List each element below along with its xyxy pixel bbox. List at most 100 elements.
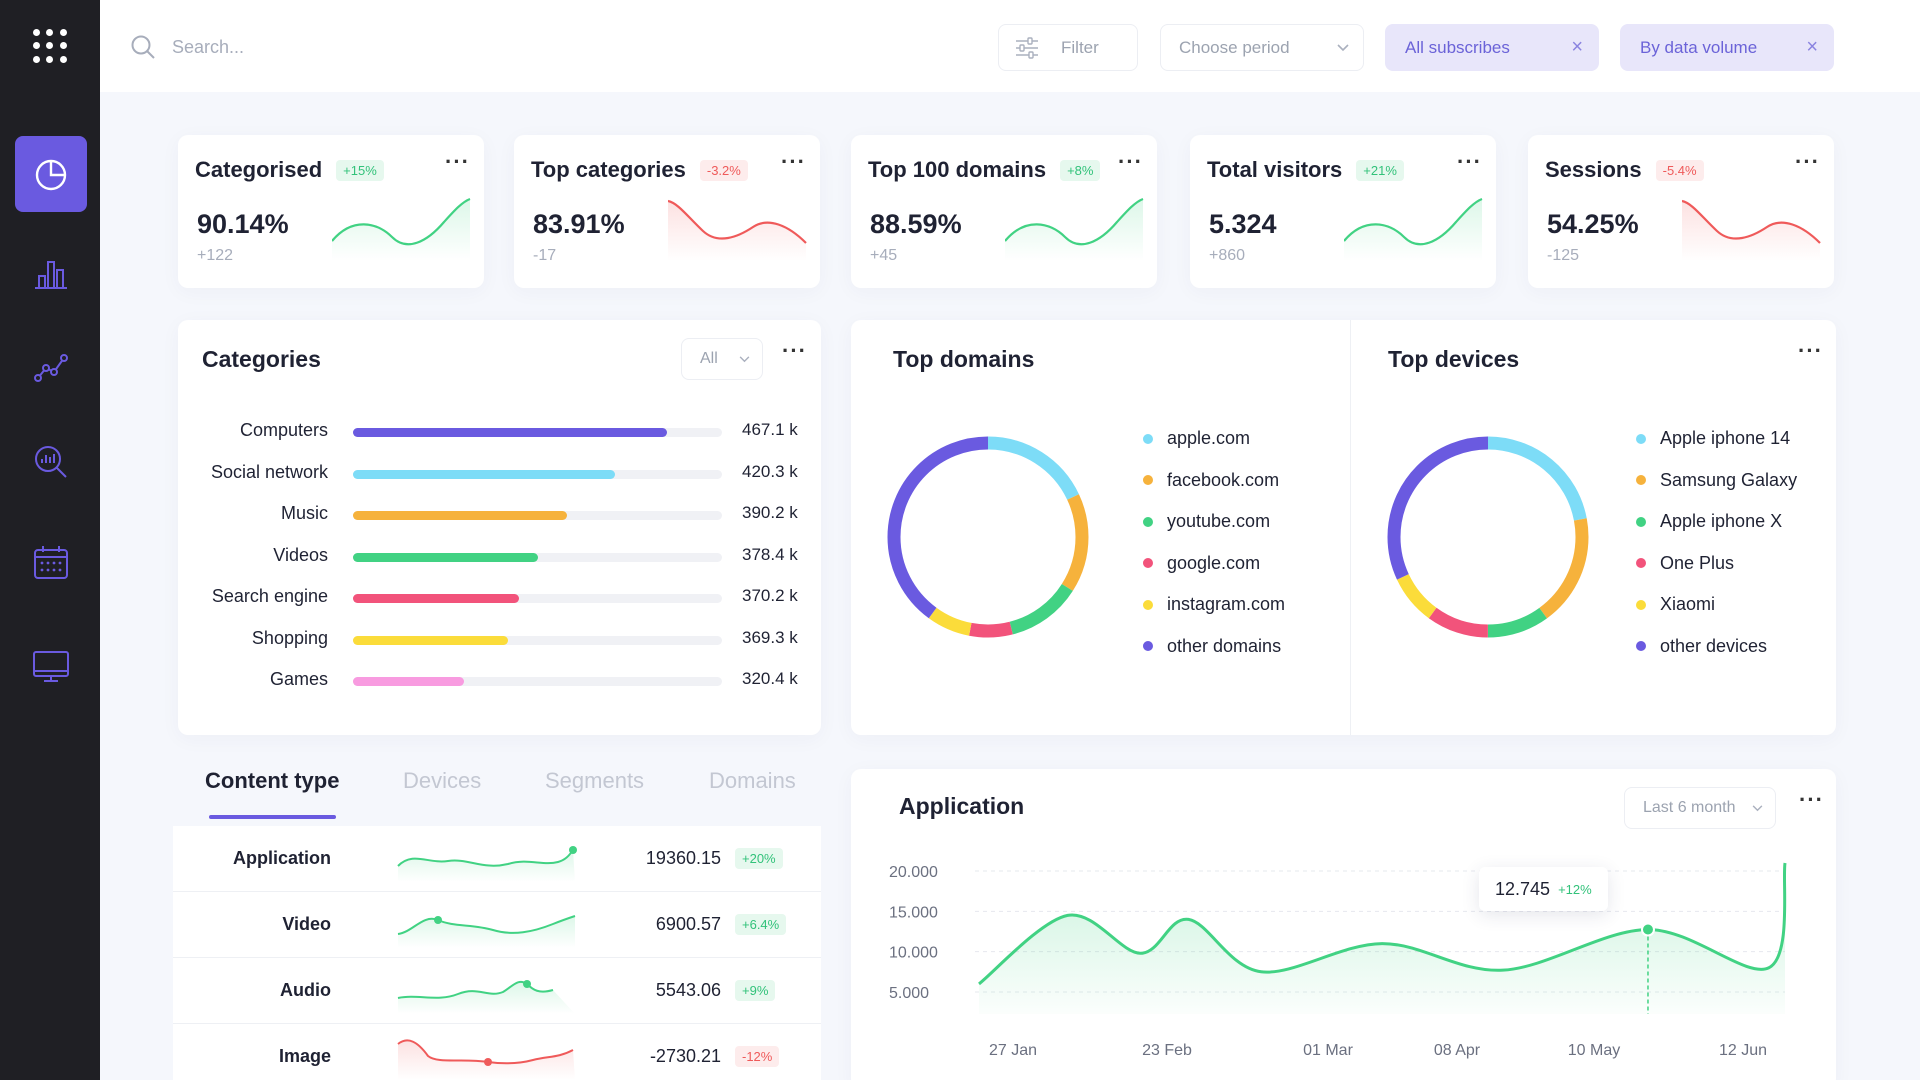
bar-chart-icon [35,261,67,289]
line-nodes-icon [34,354,68,382]
kpi-card: Total visitors +21% ··· 5.324 +860 [1190,135,1496,288]
content-type-value: 5543.06 [655,980,721,1000]
chart-tooltip: 12.745 +12% [1479,867,1608,911]
legend-label: other devices [1660,635,1768,656]
kpi-title: Top categories -3.2% [531,157,748,183]
legend-dot [1143,599,1153,610]
sidebar-item-search-analytics[interactable] [15,424,87,500]
kpi-badge: +8% [1060,159,1101,181]
sparkline-area [398,981,575,1014]
highlight-point[interactable] [1640,922,1655,937]
sidebar [0,0,100,1080]
sparkline-marker [484,1058,492,1066]
active-tab-indicator [209,815,336,819]
category-label: Social network [210,461,328,482]
close-icon[interactable]: × [1571,36,1583,58]
kpi-title: Top 100 domains +8% [868,157,1101,183]
period-select[interactable]: Choose period [1160,24,1364,71]
category-bar-track [353,635,722,645]
legend-dot [1143,475,1153,485]
sidebar-item-analytics[interactable] [15,330,87,406]
legend-dot [1143,433,1153,444]
topbar: Filter Choose period All subscribes × By… [100,0,1920,92]
category-value: 420.3 k [742,461,798,481]
tab-domains[interactable]: Domains [709,768,796,793]
legend-item: Apple iphone X [1636,511,1782,532]
sparkline-marker [523,980,531,988]
close-icon[interactable]: × [1806,36,1818,58]
donut-segment [887,436,1089,638]
x-tick-label: 08 Apr [1434,1042,1481,1059]
y-tick-label: 15.000 [889,904,938,921]
tab-segments[interactable]: Segments [545,768,645,793]
sidebar-item-monitor[interactable] [15,628,87,704]
kpi-value: 54.25% [1547,209,1639,239]
more-options-icon[interactable]: ··· [1798,338,1823,363]
monitor-icon [33,651,69,682]
kpi-sparkline [332,197,471,261]
chip-by-data-volume[interactable]: By data volume × [1620,24,1834,71]
more-options-icon[interactable]: ··· [1118,149,1143,174]
more-options-icon[interactable]: ··· [781,149,806,174]
content-type-row[interactable]: Audio 5543.06 +9% [173,958,821,1024]
kpi-value: 5.324 [1209,209,1277,239]
calendar-icon [34,546,68,579]
legend-label: Apple iphone 14 [1660,428,1791,448]
chevron-down-icon [1337,43,1349,51]
apps-grid-icon[interactable] [32,28,68,64]
content-type-row[interactable]: Video 6900.57 +6.4% [173,892,821,958]
legend-label: One Plus [1660,552,1735,573]
more-options-icon[interactable]: ··· [782,338,807,363]
sidebar-item-dashboard[interactable] [15,136,87,212]
more-options-icon[interactable]: ··· [445,149,470,174]
categories-filter-select[interactable]: All [681,338,763,380]
tab-content-type[interactable]: Content type [205,768,340,793]
devices-donut-chart [1387,436,1589,638]
category-row: Music 390.2 k [178,499,818,529]
tab-devices[interactable]: Devices [403,768,482,793]
legend-item: apple.com [1143,428,1250,449]
period-select-label: Choose period [1179,37,1290,57]
content-type-row[interactable]: Application 19360.15 +20% [173,826,821,892]
search-icon [131,35,155,59]
kpi-badge: -3.2% [699,159,748,181]
kpi-value: 90.14% [197,209,289,239]
content-type-badge: -12% [735,1046,780,1067]
sparkline-line [397,915,576,935]
legend-label: facebook.com [1167,469,1280,490]
more-options-icon[interactable]: ··· [1457,149,1482,174]
search-input[interactable] [172,36,472,58]
more-options-icon[interactable]: ··· [1795,149,1820,174]
legend-label: other domains [1167,635,1282,656]
kpi-title-text: Top categories [531,157,686,182]
content-type-value: 19360.15 [645,848,721,868]
more-options-icon[interactable]: ··· [1799,787,1824,812]
kpi-sparkline [1005,197,1144,261]
content-type-row[interactable]: Image -2730.21 -12% [173,1024,821,1080]
sparkline-marker [434,916,442,924]
categories-card: Categories All ··· Computers 467.1 k Socia… [178,320,821,735]
category-value: 369.3 k [742,627,798,647]
category-row: Videos 378.4 k [178,541,818,571]
kpi-title: Sessions -5.4% [1545,157,1704,183]
sidebar-item-statistics[interactable] [15,236,87,312]
category-bar-fill [353,469,615,479]
donut-segment [1387,436,1589,638]
chip-all-subscribes[interactable]: All subscribes × [1385,24,1599,71]
filter-label: Filter [1061,37,1099,57]
content-type-badge: +6.4% [735,914,787,935]
kpi-delta: +122 [197,247,234,264]
sidebar-item-calendar[interactable] [15,524,87,600]
application-period-select[interactable]: Last 6 month [1624,787,1776,829]
category-value: 320.4 k [742,669,798,688]
kpi-badge: +15% [336,159,384,181]
kpi-delta: +45 [870,247,898,264]
filter-button[interactable]: Filter [998,24,1138,71]
categories-filter-label: All [700,350,718,367]
legend-label: Xiaomi [1660,594,1716,614]
category-value: 378.4 k [742,544,798,564]
category-bar-track [353,428,722,437]
legend-dot [1636,641,1646,651]
content-type-name: Video [282,914,331,934]
sparkline-line [1344,197,1483,246]
